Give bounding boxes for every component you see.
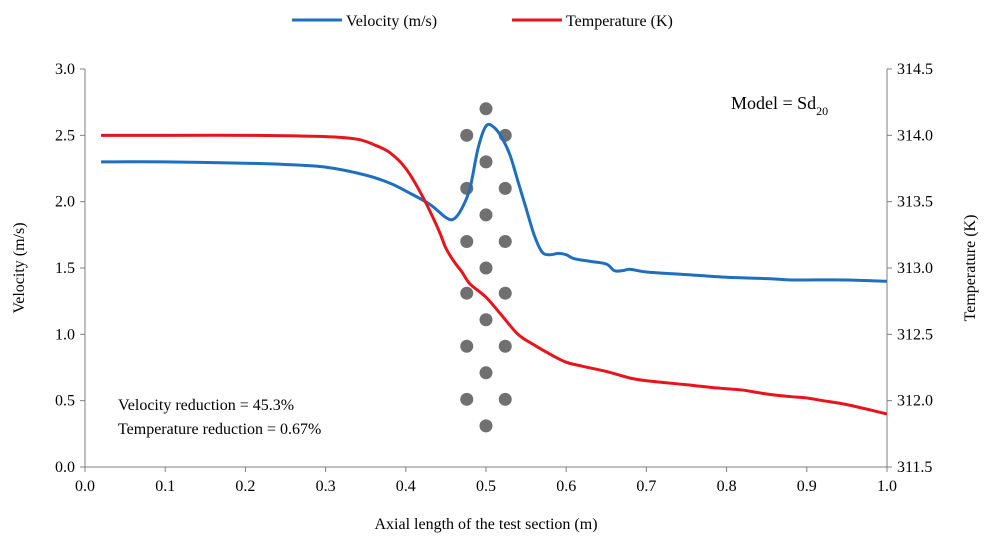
temperature-series-line <box>101 133 888 416</box>
velocity-reduction-annotation: Velocity reduction = 45.3% <box>118 397 294 414</box>
x-tick-label: 0.1 <box>155 478 175 495</box>
x-tick-label: 1.0 <box>877 478 897 495</box>
y-left-tick-label: 2.5 <box>55 127 75 144</box>
legend-label-velocity: Velocity (m/s) <box>346 13 437 30</box>
x-tick-label: 0.7 <box>636 478 656 495</box>
y-right-tick-label: 312.0 <box>897 393 933 410</box>
velocity-series-line <box>101 122 888 283</box>
y-axis-right-label: Temperature (K) <box>962 215 979 322</box>
temperature-reduction-annotation: Temperature reduction = 0.67% <box>118 421 321 438</box>
obstacle-marker <box>479 155 493 169</box>
obstacle-marker <box>479 261 493 275</box>
obstacle-marker <box>498 339 512 353</box>
obstacle-marker <box>460 234 474 248</box>
obstacle-marker <box>460 392 474 406</box>
x-tick-label: 0.4 <box>396 478 416 495</box>
y-axis-left-label: Velocity (m/s) <box>11 222 28 313</box>
obstacle-markers <box>460 102 512 433</box>
x-tick-label: 0.6 <box>556 478 576 495</box>
y-left-tick-label: 1.5 <box>55 260 75 277</box>
obstacle-marker <box>479 366 493 380</box>
y-right-tick-label: 311.5 <box>897 459 932 476</box>
x-tick-label: 0.8 <box>717 478 737 495</box>
obstacle-marker <box>479 208 493 222</box>
y-right-tick-label: 312.5 <box>897 326 933 343</box>
legend-label-temperature: Temperature (K) <box>566 13 673 30</box>
x-tick-label: 0.3 <box>316 478 336 495</box>
y-right-tick-label: 313.0 <box>897 260 933 277</box>
y-left-tick-label: 0.5 <box>55 393 75 410</box>
obstacle-marker <box>460 128 474 142</box>
x-tick-label: 0.0 <box>75 478 95 495</box>
y-right-tick-label: 313.5 <box>897 194 933 211</box>
y-left-tick-label: 0.0 <box>55 459 75 476</box>
x-tick-label: 0.9 <box>797 478 817 495</box>
obstacle-marker <box>498 181 512 195</box>
model-annotation-subscript: 20 <box>816 104 828 118</box>
model-annotation-text: Model = Sd <box>731 93 816 113</box>
series-lines <box>101 122 888 416</box>
obstacle-marker <box>498 234 512 248</box>
x-axis-label: Axial length of the test section (m) <box>374 516 597 533</box>
obstacle-marker <box>498 286 512 300</box>
y-left-tick-label: 1.0 <box>55 326 75 343</box>
x-tick-label: 0.5 <box>476 478 496 495</box>
legend: Velocity (m/s) Temperature (K) <box>292 13 673 30</box>
y-left-tick-label: 3.0 <box>55 61 75 78</box>
obstacle-marker <box>460 339 474 353</box>
model-annotation: Model = Sd20 <box>731 93 828 118</box>
obstacle-marker <box>479 102 493 116</box>
obstacle-marker <box>479 419 493 433</box>
y-left-tick-label: 2.0 <box>55 194 75 211</box>
ticks: 0.0 0.1 0.2 0.3 0.4 0.5 0.6 0.7 0.8 0.9 1.0 0.0 0.5 1… <box>55 61 933 495</box>
y-right-tick-label: 314.0 <box>897 127 933 144</box>
obstacle-marker <box>479 313 493 327</box>
x-tick-label: 0.2 <box>235 478 255 495</box>
obstacle-marker <box>498 392 512 406</box>
obstacle-marker <box>460 286 474 300</box>
y-right-tick-label: 314.5 <box>897 61 933 78</box>
